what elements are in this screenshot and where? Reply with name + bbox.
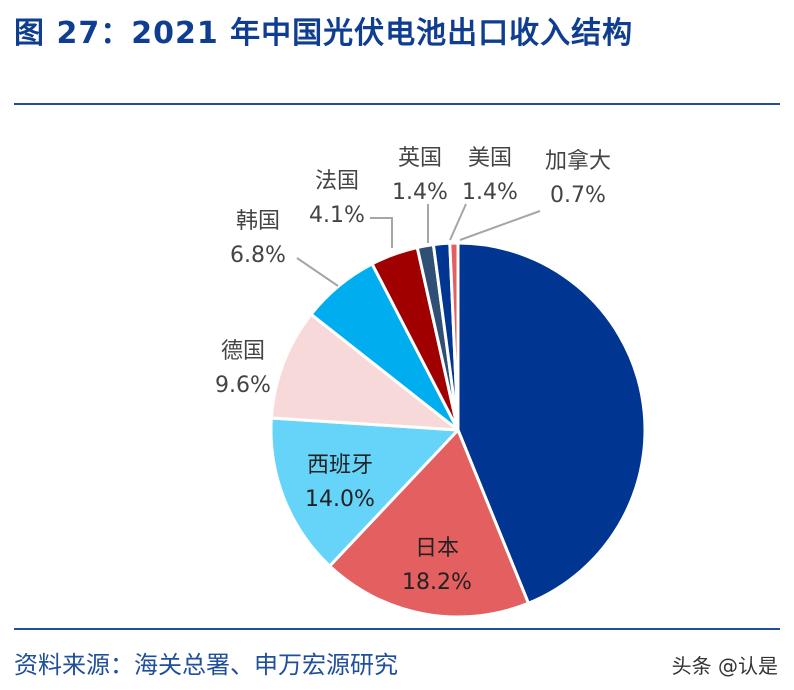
- leader-line-6: [370, 217, 393, 248]
- top-divider: [14, 103, 780, 105]
- pie-slice-4: [269, 312, 460, 432]
- slice-name-label-4: 德国: [221, 339, 265, 364]
- slice-value-label-6: 4.1%: [309, 203, 365, 228]
- slice-name-label-1: 印度: [658, 333, 702, 358]
- slice-value-label-3: 14.0%: [305, 487, 375, 512]
- slice-value-label-1: 43.9%: [645, 367, 715, 392]
- pie-slice-2: [328, 428, 530, 619]
- bottom-divider: [14, 628, 780, 630]
- slice-name-label-5: 韩国: [236, 209, 280, 234]
- slice-value-label-9: 0.7%: [550, 183, 606, 208]
- slice-name-label-3: 西班牙: [307, 453, 373, 478]
- slice-name-label-6: 法国: [315, 169, 359, 194]
- figure-title: 图 27：2021 年中国光伏电池出口收入结构: [14, 16, 634, 51]
- slice-value-label-5: 6.8%: [230, 243, 286, 268]
- pie-slice-1: [456, 241, 647, 605]
- slice-value-label-8: 1.4%: [462, 180, 518, 205]
- slice-value-label-4: 9.6%: [215, 373, 271, 398]
- slice-name-label-9: 加拿大: [545, 148, 611, 174]
- watermark: 头条 @认是: [671, 654, 778, 678]
- pie-slice-3: [269, 416, 460, 568]
- slice-name-label-7: 英国: [398, 146, 442, 171]
- pie-slice-9: [448, 241, 460, 432]
- pie-slices: [269, 241, 647, 619]
- slice-name-label-8: 美国: [468, 146, 512, 171]
- slice-name-label-2: 日本: [415, 536, 459, 561]
- slice-value-label-7: 1.4%: [392, 180, 448, 205]
- source-note: 资料来源：海关总署、申万宏源研究: [14, 651, 398, 679]
- slice-labels: 印度 43.9% 日本 18.2% 西班牙 14.0% 德国 9.6% 韩国 6.8% 法国 4.1%…: [215, 146, 715, 595]
- leader-line-8: [449, 203, 467, 241]
- leader-lines: [296, 203, 541, 287]
- slice-value-label-2: 18.2%: [402, 570, 472, 595]
- leader-line-9: [459, 210, 541, 241]
- leader-line-5: [296, 257, 339, 287]
